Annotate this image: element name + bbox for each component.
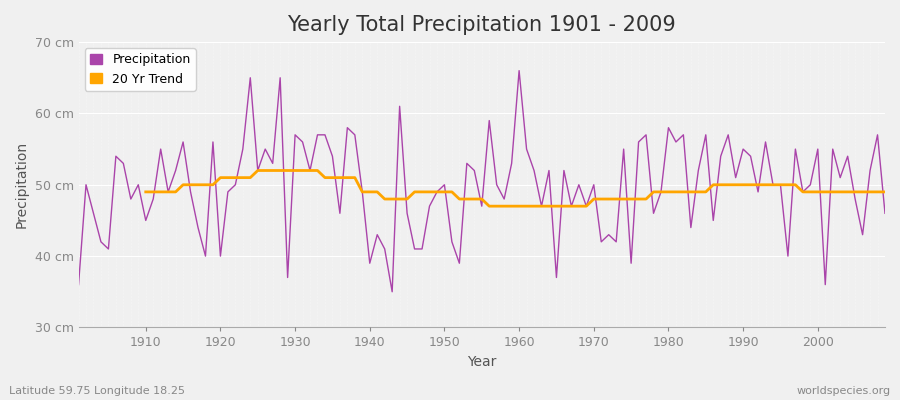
- Precipitation: [387, 289, 398, 294]
- 20 Yr Trend: [879, 190, 890, 194]
- Precipitation: [297, 140, 308, 144]
- 20 Yr Trend: [857, 190, 868, 194]
- 20 Yr Trend: [484, 204, 495, 208]
- 20 Yr Trend: [835, 190, 846, 194]
- Precipitation: [342, 125, 353, 130]
- Precipitation: [514, 68, 525, 73]
- Line: Precipitation: Precipitation: [78, 71, 885, 292]
- Title: Yearly Total Precipitation 1901 - 2009: Yearly Total Precipitation 1901 - 2009: [287, 15, 676, 35]
- Precipitation: [73, 282, 84, 287]
- Precipitation: [133, 182, 144, 187]
- Precipitation: [521, 147, 532, 152]
- Precipitation: [618, 147, 629, 152]
- 20 Yr Trend: [290, 168, 301, 173]
- Y-axis label: Precipitation: Precipitation: [15, 141, 29, 228]
- Precipitation: [879, 211, 890, 216]
- X-axis label: Year: Year: [467, 355, 497, 369]
- 20 Yr Trend: [252, 168, 263, 173]
- Line: 20 Yr Trend: 20 Yr Trend: [146, 170, 885, 206]
- 20 Yr Trend: [320, 175, 330, 180]
- Legend: Precipitation, 20 Yr Trend: Precipitation, 20 Yr Trend: [85, 48, 195, 91]
- Precipitation: [528, 168, 539, 173]
- 20 Yr Trend: [140, 190, 151, 194]
- 20 Yr Trend: [596, 197, 607, 202]
- 20 Yr Trend: [536, 204, 547, 208]
- Text: Latitude 59.75 Longitude 18.25: Latitude 59.75 Longitude 18.25: [9, 386, 185, 396]
- Text: worldspecies.org: worldspecies.org: [796, 386, 891, 396]
